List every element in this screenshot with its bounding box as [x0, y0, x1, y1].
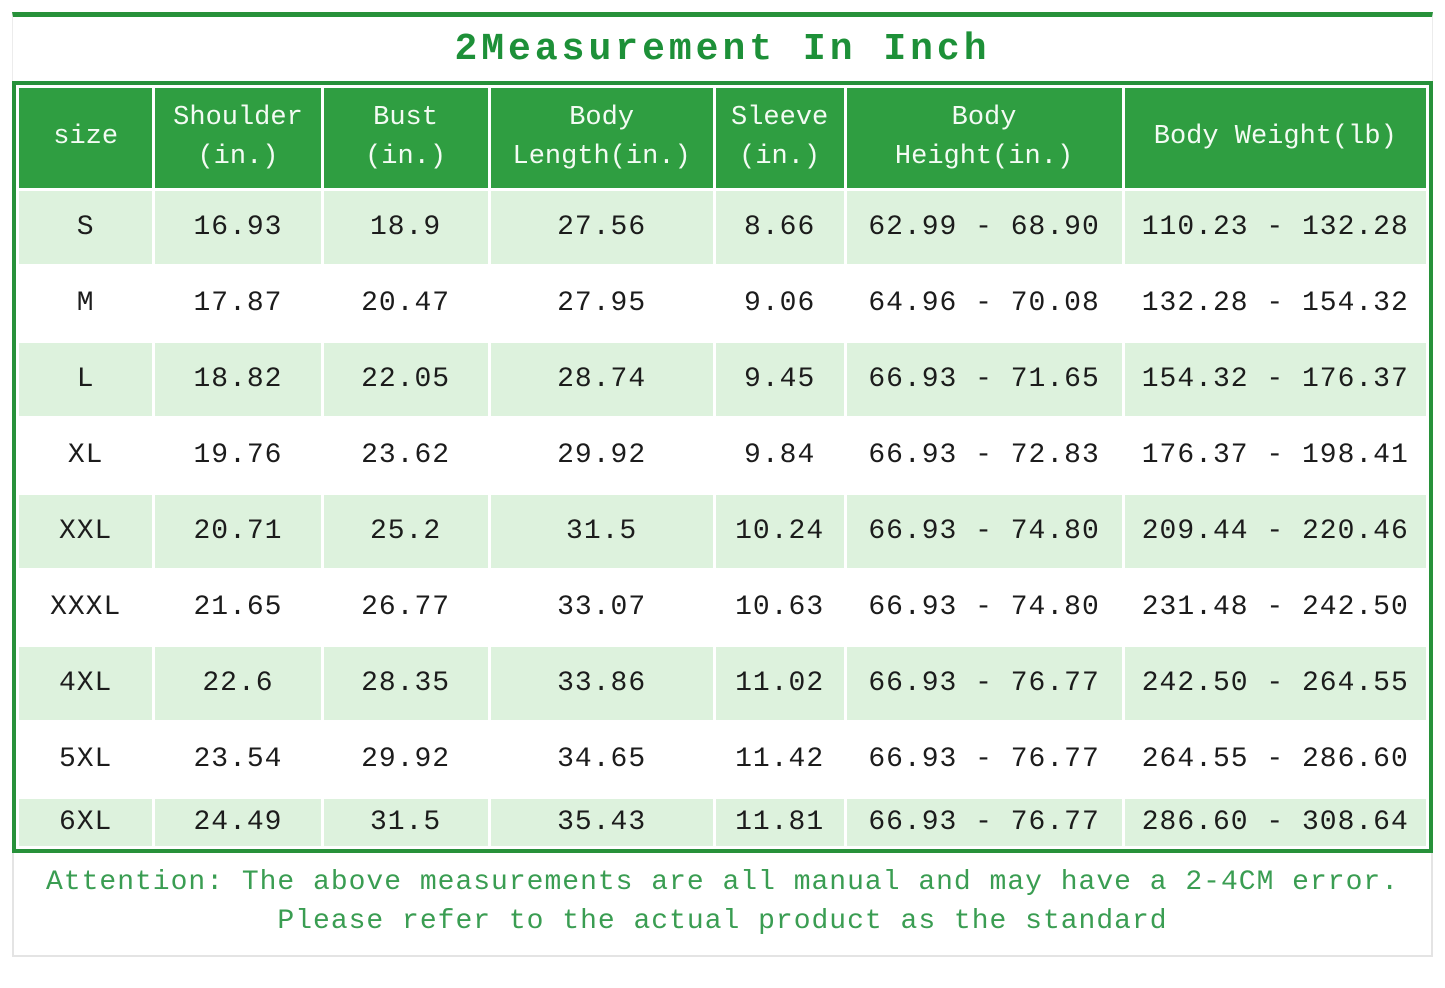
value-cell: 22.6 [155, 647, 321, 720]
value-cell: 33.07 [490, 571, 713, 644]
value-cell: 264.55 - 286.60 [1124, 723, 1426, 796]
value-cell: 31.5 [323, 799, 488, 846]
table-row: XXL 20.71 25.2 31.5 10.24 66.93 - 74.80 209.44… [19, 495, 1426, 568]
value-cell: 176.37 - 198.41 [1124, 419, 1426, 492]
value-cell: 110.23 - 132.28 [1124, 191, 1426, 264]
table-row: 4XL 22.6 28.35 33.86 11.02 66.93 - 76.77 242.5… [19, 647, 1426, 720]
value-cell: 66.93 - 74.80 [846, 495, 1122, 568]
value-cell: 34.65 [490, 723, 713, 796]
column-header: Body Height(in.) [846, 88, 1122, 188]
size-cell: M [19, 267, 153, 340]
column-header: Shoulder (in.) [155, 88, 321, 188]
column-header: Bust (in.) [323, 88, 488, 188]
table-row: XXXL 21.65 26.77 33.07 10.63 66.93 - 74.80 231… [19, 571, 1426, 644]
size-chart-table: size Shoulder (in.) Bust (in.) Body Length(… [12, 81, 1433, 853]
title-bar: 2Measurement In Inch [12, 12, 1433, 81]
value-cell: 242.50 - 264.55 [1124, 647, 1426, 720]
size-cell: 4XL [19, 647, 153, 720]
value-cell: 66.93 - 76.77 [846, 723, 1122, 796]
table-row: XL 19.76 23.62 29.92 9.84 66.93 - 72.83 176.37… [19, 419, 1426, 492]
size-chart-sheet: 2Measurement In Inch size Shoulder (in.) B… [12, 12, 1433, 957]
value-cell: 29.92 [323, 723, 488, 796]
value-cell: 20.71 [155, 495, 321, 568]
value-cell: 10.24 [715, 495, 844, 568]
value-cell: 11.81 [715, 799, 844, 846]
value-cell: 64.96 - 70.08 [846, 267, 1122, 340]
value-cell: 27.95 [490, 267, 713, 340]
value-cell: 17.87 [155, 267, 321, 340]
size-cell: S [19, 191, 153, 264]
value-cell: 154.32 - 176.37 [1124, 343, 1426, 416]
value-cell: 66.93 - 76.77 [846, 647, 1122, 720]
attention-note: Attention: The above measurements are al… [12, 853, 1433, 957]
value-cell: 10.63 [715, 571, 844, 644]
value-cell: 28.74 [490, 343, 713, 416]
value-cell: 9.06 [715, 267, 844, 340]
value-cell: 25.2 [323, 495, 488, 568]
value-cell: 66.93 - 71.65 [846, 343, 1122, 416]
value-cell: 29.92 [490, 419, 713, 492]
header-row: size Shoulder (in.) Bust (in.) Body Length(… [19, 88, 1426, 188]
column-header: size [19, 88, 153, 188]
value-cell: 66.93 - 74.80 [846, 571, 1122, 644]
table-row: 6XL 24.49 31.5 35.43 11.81 66.93 - 76.77 286.6… [19, 799, 1426, 846]
table-row: S 16.93 18.9 27.56 8.66 62.99 - 68.90 110.23 -… [19, 191, 1426, 264]
value-cell: 16.93 [155, 191, 321, 264]
value-cell: 23.54 [155, 723, 321, 796]
size-cell: XXXL [19, 571, 153, 644]
value-cell: 66.93 - 72.83 [846, 419, 1122, 492]
column-header: Body Length(in.) [490, 88, 713, 188]
value-cell: 9.84 [715, 419, 844, 492]
table-row: 5XL 23.54 29.92 34.65 11.42 66.93 - 76.77 264.… [19, 723, 1426, 796]
size-cell: L [19, 343, 153, 416]
size-cell: XXL [19, 495, 153, 568]
size-cell: XL [19, 419, 153, 492]
attention-line-2: Please refer to the actual product as th… [277, 906, 1168, 937]
value-cell: 209.44 - 220.46 [1124, 495, 1426, 568]
column-header: Body Weight(lb) [1124, 88, 1426, 188]
value-cell: 18.82 [155, 343, 321, 416]
table-body: S 16.93 18.9 27.56 8.66 62.99 - 68.90 110.23 -… [19, 191, 1426, 846]
value-cell: 18.9 [323, 191, 488, 264]
value-cell: 21.65 [155, 571, 321, 644]
value-cell: 27.56 [490, 191, 713, 264]
value-cell: 66.93 - 76.77 [846, 799, 1122, 846]
page-title: 2Measurement In Inch [454, 27, 991, 71]
value-cell: 19.76 [155, 419, 321, 492]
value-cell: 28.35 [323, 647, 488, 720]
value-cell: 9.45 [715, 343, 844, 416]
table-row: L 18.82 22.05 28.74 9.45 66.93 - 71.65 154.32 … [19, 343, 1426, 416]
value-cell: 8.66 [715, 191, 844, 264]
value-cell: 20.47 [323, 267, 488, 340]
value-cell: 286.60 - 308.64 [1124, 799, 1426, 846]
value-cell: 31.5 [490, 495, 713, 568]
size-cell: 6XL [19, 799, 153, 846]
table-row: M 17.87 20.47 27.95 9.06 64.96 - 70.08 132.28 … [19, 267, 1426, 340]
size-cell: 5XL [19, 723, 153, 796]
value-cell: 24.49 [155, 799, 321, 846]
value-cell: 231.48 - 242.50 [1124, 571, 1426, 644]
value-cell: 22.05 [323, 343, 488, 416]
value-cell: 132.28 - 154.32 [1124, 267, 1426, 340]
value-cell: 62.99 - 68.90 [846, 191, 1122, 264]
value-cell: 35.43 [490, 799, 713, 846]
value-cell: 26.77 [323, 571, 488, 644]
value-cell: 33.86 [490, 647, 713, 720]
value-cell: 11.42 [715, 723, 844, 796]
value-cell: 23.62 [323, 419, 488, 492]
attention-line-1: Attention: The above measurements are al… [45, 867, 1399, 898]
value-cell: 11.02 [715, 647, 844, 720]
column-header: Sleeve (in.) [715, 88, 844, 188]
